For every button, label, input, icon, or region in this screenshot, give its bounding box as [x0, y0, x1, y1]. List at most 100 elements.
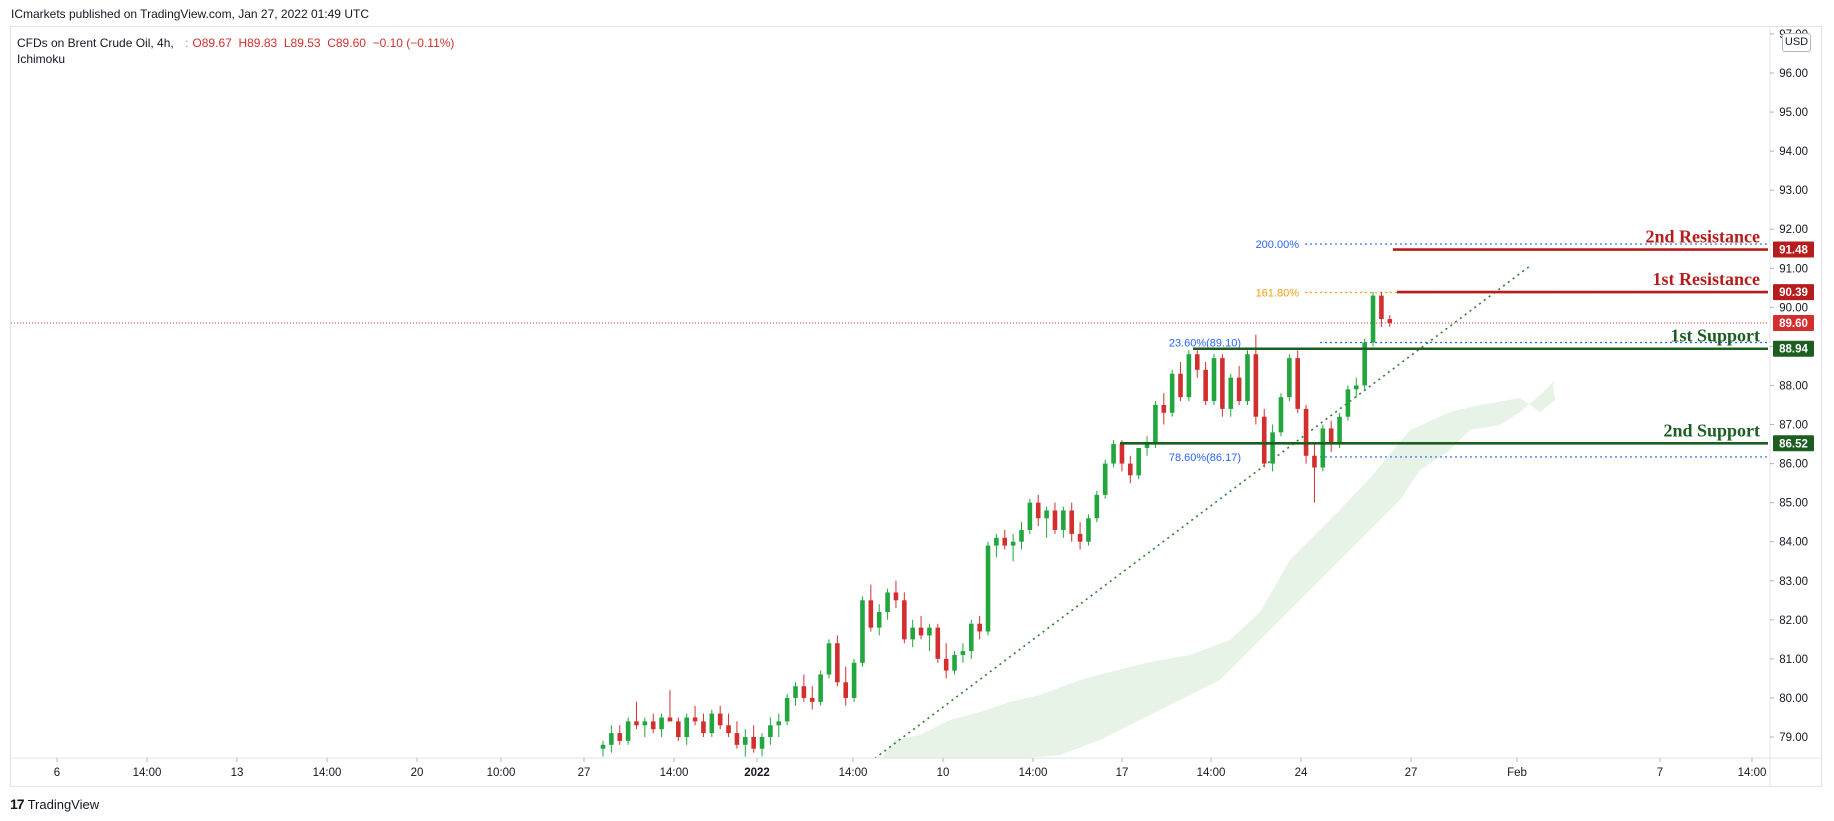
indicator-name[interactable]: Ichimoku [17, 52, 66, 66]
candle-body [1387, 319, 1393, 323]
candle-body [1236, 377, 1242, 402]
candle-body [985, 545, 991, 632]
price-tick-label: 85.00 [1779, 498, 1808, 510]
candle-body [910, 627, 915, 640]
time-axis: 6 14:00 13 14:00 20 10:00 27 14:00 2022 14:00 10 14… [11, 757, 1821, 779]
brand-name: TradingView [27, 796, 100, 812]
candle-body [650, 721, 656, 730]
candle-body [1144, 444, 1150, 448]
time-tick-label: 24 [1295, 767, 1308, 779]
symbol-title[interactable]: CFDs on Brent Crude Oil, 4h, [17, 36, 174, 50]
candle-body [768, 725, 773, 737]
candle-body [1303, 408, 1309, 456]
candle-body [893, 592, 899, 601]
price-tick-label: 94.00 [1779, 146, 1808, 158]
candle-body [617, 733, 623, 741]
time-tick-label: 17 [1116, 767, 1129, 779]
price-tick-label: 88.00 [1779, 380, 1808, 392]
price-tick-label: 95.00 [1779, 107, 1808, 119]
legend-separator: : [185, 36, 189, 50]
time-tick-label: 10:00 [487, 767, 516, 779]
candle-body [826, 643, 832, 675]
price-tick-label: 86.00 [1779, 459, 1808, 471]
candle-body [818, 674, 823, 702]
price-tick-label: 79.00 [1779, 732, 1808, 744]
level-label: 2nd Support [1663, 420, 1760, 440]
level-badge-bg [1773, 340, 1814, 357]
candle-body [1312, 455, 1317, 468]
candle-body [1061, 510, 1066, 530]
candle-body [776, 721, 782, 726]
price-tick-label: 93.00 [1779, 185, 1808, 197]
candle-body [1379, 295, 1384, 320]
candle-body [734, 733, 740, 745]
candle-body [1345, 389, 1351, 417]
candle-body [876, 612, 882, 628]
candle-body [784, 697, 790, 722]
candle-body [1002, 537, 1008, 546]
price-tick-label: 91.00 [1779, 263, 1808, 275]
candle-body [960, 651, 966, 655]
publisher-line: ICmarkets published on TradingView.com, … [11, 7, 369, 21]
time-tick-label: 27 [578, 767, 591, 779]
candle-body [1245, 354, 1250, 402]
symbol-legend: CFDs on Brent Crude Oil, 4h, : O89.67 H89… [17, 35, 454, 67]
candle-body [1111, 444, 1116, 464]
level-badge: 88.94 [1779, 344, 1808, 356]
chart-frame [10, 26, 1822, 787]
candle-body [1086, 518, 1091, 542]
candle-body [1295, 358, 1301, 409]
candle-body [843, 682, 849, 698]
candle-body [801, 686, 807, 698]
time-tick-label: 14:00 [660, 767, 689, 779]
candle-body [1044, 510, 1049, 519]
candle-body [1077, 533, 1083, 542]
footer-brand[interactable]: 17 TradingView [10, 796, 99, 812]
candle-body [994, 537, 999, 546]
price-axis: 79.00 80.00 81.00 82.00 83.00 84.00 85.00 86.00… [1769, 27, 1814, 787]
candle-body [860, 600, 865, 663]
candle-body [1128, 463, 1133, 476]
last-price-badge-bg [1773, 314, 1814, 331]
candle-body [692, 717, 698, 722]
ohlc-close: C89.60 [327, 36, 366, 50]
candle-body [1211, 358, 1217, 402]
time-tick-label: 7 [1657, 767, 1663, 779]
candle-body [1069, 510, 1075, 534]
candle-body [1270, 432, 1275, 464]
time-tick-label: 14:00 [313, 767, 342, 779]
level-badge: 91.48 [1779, 245, 1808, 257]
candle-body [751, 737, 756, 749]
candle-body [625, 721, 631, 741]
level-label: 2nd Resistance [1645, 227, 1760, 247]
candle-body [968, 623, 974, 652]
candle-body [1194, 354, 1200, 370]
candle-body [835, 643, 840, 683]
candle-body [1228, 377, 1234, 409]
candle-body [642, 721, 648, 726]
candle-body [634, 721, 639, 726]
currency-badge[interactable]: USD [1782, 33, 1811, 52]
candle-body [943, 658, 949, 671]
candle-body [977, 623, 982, 632]
time-tick-label: 27 [1405, 767, 1418, 779]
candle-body [1328, 428, 1334, 445]
ohlc-low: L89.53 [283, 36, 321, 50]
candle-body [1186, 354, 1192, 398]
time-tick-label: 14:00 [1019, 767, 1048, 779]
candle-body [1253, 354, 1259, 417]
level-label: 1st Resistance [1653, 269, 1760, 289]
time-tick-label: 14:00 [133, 767, 162, 779]
ohlc-high: H89.83 [238, 36, 278, 50]
ohlc-change: −0.10 (−0.11%) [372, 36, 455, 50]
price-tick-label: 83.00 [1779, 576, 1808, 588]
price-tick-label: 82.00 [1779, 615, 1808, 627]
candle-body [1027, 502, 1033, 530]
time-tick-label: 10 [937, 767, 950, 779]
candle-body [1102, 463, 1108, 495]
candle-body [1094, 494, 1100, 519]
time-tick-label: 6 [54, 767, 60, 779]
time-tick-label: 2022 [744, 767, 770, 779]
level-badge: 86.52 [1779, 438, 1808, 450]
